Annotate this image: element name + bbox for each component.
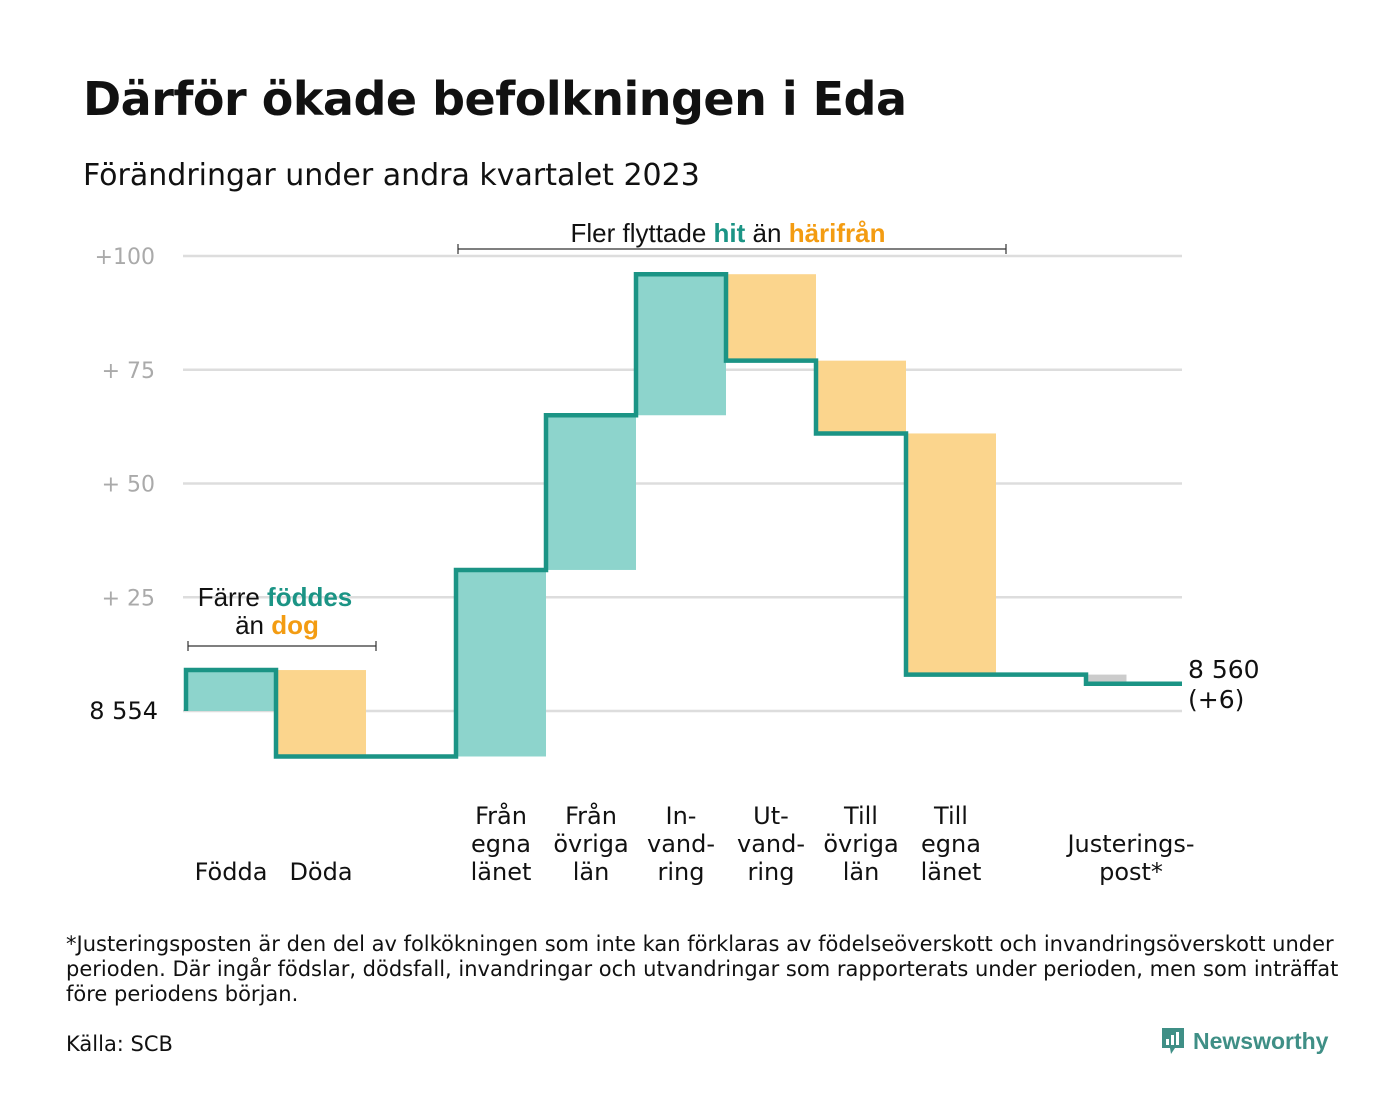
bar-födda <box>186 670 276 711</box>
category-label: Födda <box>195 858 268 886</box>
start-value-label: 8 554 <box>89 697 158 725</box>
cumulative-step-line <box>183 271 1182 759</box>
category-label: Döda <box>289 858 352 886</box>
y-tick-label: + 75 <box>102 359 155 384</box>
annotation-moves-bracket <box>457 244 1007 254</box>
category-label: vand- <box>647 830 715 858</box>
bar-frånövrigalän <box>546 415 636 570</box>
category-label: In- <box>666 802 697 830</box>
category-label: Från <box>565 801 617 830</box>
brand[interactable]: Newsworthy <box>1160 1026 1328 1056</box>
end-change-label: (+6) <box>1188 685 1244 714</box>
bar-justeringspost <box>1086 674 1127 684</box>
annotation-moves: Fler flyttade hit än härifrån <box>570 218 885 248</box>
chart-title: Därför ökade befolkningen i Eda <box>83 72 907 126</box>
annotation-births-line2: än dog <box>235 610 319 640</box>
category-label: post* <box>1099 858 1163 886</box>
category-label: Justerings- <box>1065 830 1194 858</box>
category-label: län <box>573 858 610 886</box>
category-label: Ut- <box>753 802 789 830</box>
y-tick-label: + 25 <box>102 586 155 611</box>
bar-tillegnalänet <box>906 433 996 675</box>
category-label: länet <box>471 858 532 886</box>
annotation-births-line1: Färre föddes <box>198 582 353 612</box>
category-label: Till <box>843 802 878 830</box>
category-label: egna <box>471 830 531 858</box>
bar-tillövrigalän <box>816 360 906 434</box>
brand-name: Newsworthy <box>1193 1027 1329 1054</box>
category-label: län <box>843 858 880 886</box>
bar-frånegnalänet <box>456 569 546 757</box>
category-label: vand- <box>737 830 805 858</box>
category-label: länet <box>921 858 982 886</box>
annotation-births-bracket <box>187 641 377 651</box>
category-label: Till <box>933 802 968 830</box>
y-tick-label: +100 <box>95 245 155 270</box>
category-label: övriga <box>553 830 628 858</box>
footnote: *Justeringsposten är den del av folkökni… <box>66 932 1339 1006</box>
newsworthy-logo-icon <box>1162 1028 1184 1054</box>
category-label: egna <box>921 830 981 858</box>
chart-subtitle: Förändringar under andra kvartalet 2023 <box>83 158 700 193</box>
y-tick-label: + 50 <box>102 473 155 498</box>
category-label: ring <box>748 858 795 886</box>
end-value-label: 8 560 <box>1188 655 1260 684</box>
bar-utvandring <box>726 274 816 361</box>
category-label: övriga <box>823 830 898 858</box>
category-label: Från <box>475 801 527 830</box>
bar-döda <box>276 670 366 757</box>
source-label: Källa: SCB <box>66 1032 173 1056</box>
bar-invandring <box>636 274 726 416</box>
category-label: ring <box>658 858 705 886</box>
